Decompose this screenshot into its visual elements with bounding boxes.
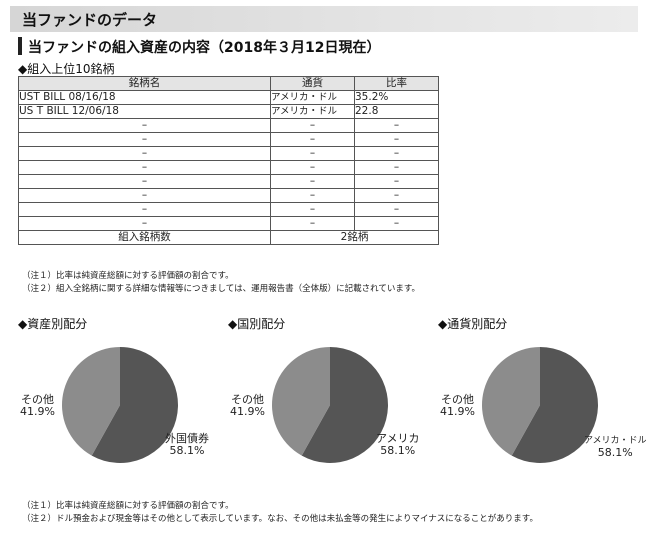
slice-value: 58.1% xyxy=(597,446,633,459)
country-usa-label: アメリカ 58.1% xyxy=(376,433,419,457)
column-header-currency: 通貨 xyxy=(270,76,355,91)
pie-slice-us-dollar xyxy=(511,347,598,463)
holding-currency: – xyxy=(270,202,355,217)
currency-other-label: その他 41.9% xyxy=(440,394,475,418)
holding-name: – xyxy=(18,146,271,161)
table-row: – – – xyxy=(18,146,439,161)
holding-ratio: – xyxy=(354,188,439,203)
slice-value: 58.1% xyxy=(169,444,205,457)
bottom-note-1: （注１）比率は純資産総額に対する評価額の割合です。 xyxy=(22,501,234,511)
holding-name: – xyxy=(18,216,271,231)
holdings-count-label: 組入銘柄数 xyxy=(18,230,271,245)
slice-value: 41.9% xyxy=(20,405,55,418)
summary-row: 組入銘柄数 2銘柄 xyxy=(18,230,439,245)
table-row: US T BILL 12/06/18 アメリカ・ドル 22.8 xyxy=(18,104,439,119)
currency-usd-label: アメリカ・ドル 58.1% xyxy=(584,435,647,459)
holding-ratio: – xyxy=(354,216,439,231)
table-row: – – – xyxy=(18,118,439,133)
column-header-ratio: 比率 xyxy=(354,76,439,91)
holding-name: – xyxy=(18,132,271,147)
holding-ratio: – xyxy=(354,202,439,217)
holding-ratio: 35.2% xyxy=(354,90,439,105)
slice-label: その他 xyxy=(440,393,474,406)
slice-label: アメリカ xyxy=(376,432,420,445)
asset-allocation-pie xyxy=(61,347,178,463)
holding-name: UST BILL 08/16/18 xyxy=(18,90,271,105)
asset-other-label: その他 41.9% xyxy=(20,394,55,418)
table-header-row: 銘柄名 通貨 比率 xyxy=(18,76,439,91)
page-title: 当ファンドのデータ xyxy=(22,11,158,29)
holding-currency: – xyxy=(270,118,355,133)
table-row: – – – xyxy=(18,216,439,231)
table-row: – – – xyxy=(18,132,439,147)
holdings-count-value: 2銘柄 xyxy=(270,230,439,245)
top10-title: ◆組入上位10銘柄 xyxy=(18,62,115,76)
holding-currency: – xyxy=(270,132,355,147)
slice-label: その他 xyxy=(230,393,264,406)
holding-name: US T BILL 12/06/18 xyxy=(18,104,271,119)
slice-value: 41.9% xyxy=(230,405,265,418)
country-allocation-pie xyxy=(271,347,388,463)
table-row: UST BILL 08/16/18 アメリカ・ドル 35.2% xyxy=(18,90,439,105)
holding-name: – xyxy=(18,160,271,175)
slice-label: 外国債券 xyxy=(165,432,209,445)
table-row: – – – xyxy=(18,188,439,203)
holding-name: – xyxy=(18,202,271,217)
pie-slice-foreign-bonds xyxy=(91,347,178,463)
holding-ratio: – xyxy=(354,132,439,147)
country-other-label: その他 41.9% xyxy=(230,394,265,418)
asset-bonds-label: 外国債券 58.1% xyxy=(165,433,209,457)
holding-currency: – xyxy=(270,174,355,189)
holding-currency: – xyxy=(270,146,355,161)
currency-allocation-title: ◆通貨別配分 xyxy=(438,317,508,331)
holding-ratio: – xyxy=(354,146,439,161)
section-title: 当ファンドの組入資産の内容（2018年３月12日現在） xyxy=(28,40,381,56)
holding-ratio: – xyxy=(354,160,439,175)
holding-name: – xyxy=(18,174,271,189)
table-row: – – – xyxy=(18,174,439,189)
column-header-name: 銘柄名 xyxy=(18,76,271,91)
currency-allocation-pie xyxy=(481,347,598,463)
pie-slice-usa xyxy=(301,347,388,463)
section-marker xyxy=(18,37,22,55)
table-note-1: （注１）比率は純資産総額に対する評価額の割合です。 xyxy=(22,271,234,281)
table-note-2: （注２）組入全銘柄に関する詳細な情報等につきましては、運用報告書（全体版）に記載… xyxy=(22,284,420,294)
slice-value: 58.1% xyxy=(380,444,416,457)
table-row: – – – xyxy=(18,202,439,217)
slice-value: 41.9% xyxy=(440,405,475,418)
holding-currency: – xyxy=(270,216,355,231)
pie-slice-other xyxy=(61,347,120,456)
page-header: 当ファンドのデータ xyxy=(10,6,638,32)
asset-allocation-title: ◆資産別配分 xyxy=(18,317,88,331)
bottom-note-2: （注２）ドル預金および現金等はその他として表示しています。なお、その他は未払金等… xyxy=(22,514,538,524)
pie-slice-other xyxy=(271,347,330,456)
holding-currency: アメリカ・ドル xyxy=(270,90,355,105)
table-row: – – – xyxy=(18,160,439,175)
holdings-table: 銘柄名 通貨 比率 UST BILL 08/16/18 アメリカ・ドル 35.2… xyxy=(18,76,439,245)
holding-ratio: – xyxy=(354,118,439,133)
pie-slice-other xyxy=(481,347,540,456)
holding-currency: – xyxy=(270,160,355,175)
holding-name: – xyxy=(18,118,271,133)
country-allocation-title: ◆国別配分 xyxy=(228,317,286,331)
holding-ratio: – xyxy=(354,174,439,189)
holding-currency: – xyxy=(270,188,355,203)
slice-label: アメリカ・ドル xyxy=(584,436,647,446)
holding-currency: アメリカ・ドル xyxy=(270,104,355,119)
slice-label: その他 xyxy=(20,393,54,406)
holding-ratio: 22.8 xyxy=(354,104,439,119)
holding-name: – xyxy=(18,188,271,203)
